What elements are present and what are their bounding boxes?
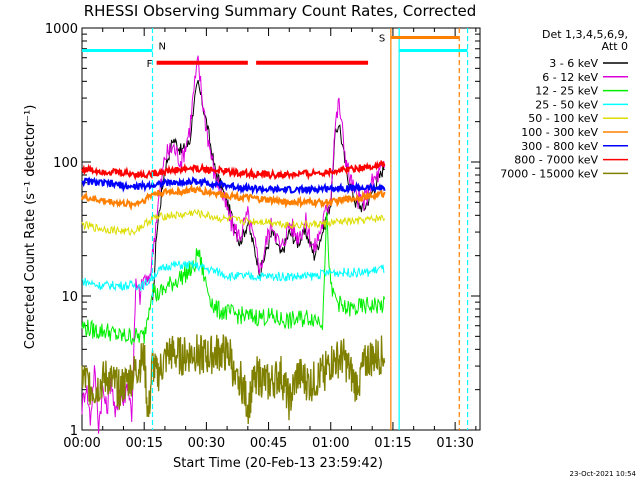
plot-frame [81,27,481,431]
legend-entry-label: 25 - 50 keV [535,98,598,111]
series-line [81,176,386,196]
y-tick-label: 1 [70,424,78,439]
series-line [81,334,386,425]
series-line [81,208,386,236]
y-tick-label: 100 [53,156,78,171]
x-tick-label: 01:15 [374,436,411,451]
legend-entry-label: 12 - 25 keV [535,85,598,98]
legend-header-line: Det 1,3,4,5,6,9, [542,28,628,41]
x-tick-label: 00:15 [125,436,162,451]
chart-title: RHESSI Observing Summary Count Rates, Co… [84,2,477,20]
legend-entry-label: 800 - 7000 keV [514,154,598,167]
legend-entry-label: 50 - 100 keV [528,112,598,125]
y-axis-label: Corrected Count Rate (s⁻¹ detector⁻¹) [23,105,38,350]
series-line [81,55,386,434]
legend-entry-label: 7000 - 15000 keV [500,167,598,180]
legend-entry-label: 6 - 12 keV [542,71,598,84]
footer-timestamp: 23-Oct-2021 10:54 [570,470,637,478]
flare-flag-label: F [147,59,153,70]
x-tick-label: 00:30 [188,436,225,451]
y-tick-label: 10 [61,290,78,305]
legend-entry-label: 300 - 800 keV [521,140,598,153]
plot-area: 00:00 00:15 00:30 00:45 01:00 01:15 01:30 1 10 10… [45,22,481,451]
series-line [81,159,386,181]
legend-header-line: Att 0 [602,40,628,53]
x-tick-label: 00:45 [250,436,287,451]
x-tick-label: 01:00 [312,436,349,451]
legend-entry-label: 3 - 6 keV [549,57,598,70]
x-tick-label: 01:30 [436,436,473,451]
x-tick-label: 00:00 [63,436,100,451]
saa-flag-label: S [379,33,385,44]
series-line [81,183,386,211]
series-line [81,212,386,345]
series-line [81,260,385,292]
legend-entry-label: 100 - 300 keV [521,126,598,139]
y-tick-label: 1000 [45,22,78,37]
x-axis-label: Start Time (20-Feb-13 23:59:42) [173,456,383,471]
night-flag-label: N [158,41,165,52]
